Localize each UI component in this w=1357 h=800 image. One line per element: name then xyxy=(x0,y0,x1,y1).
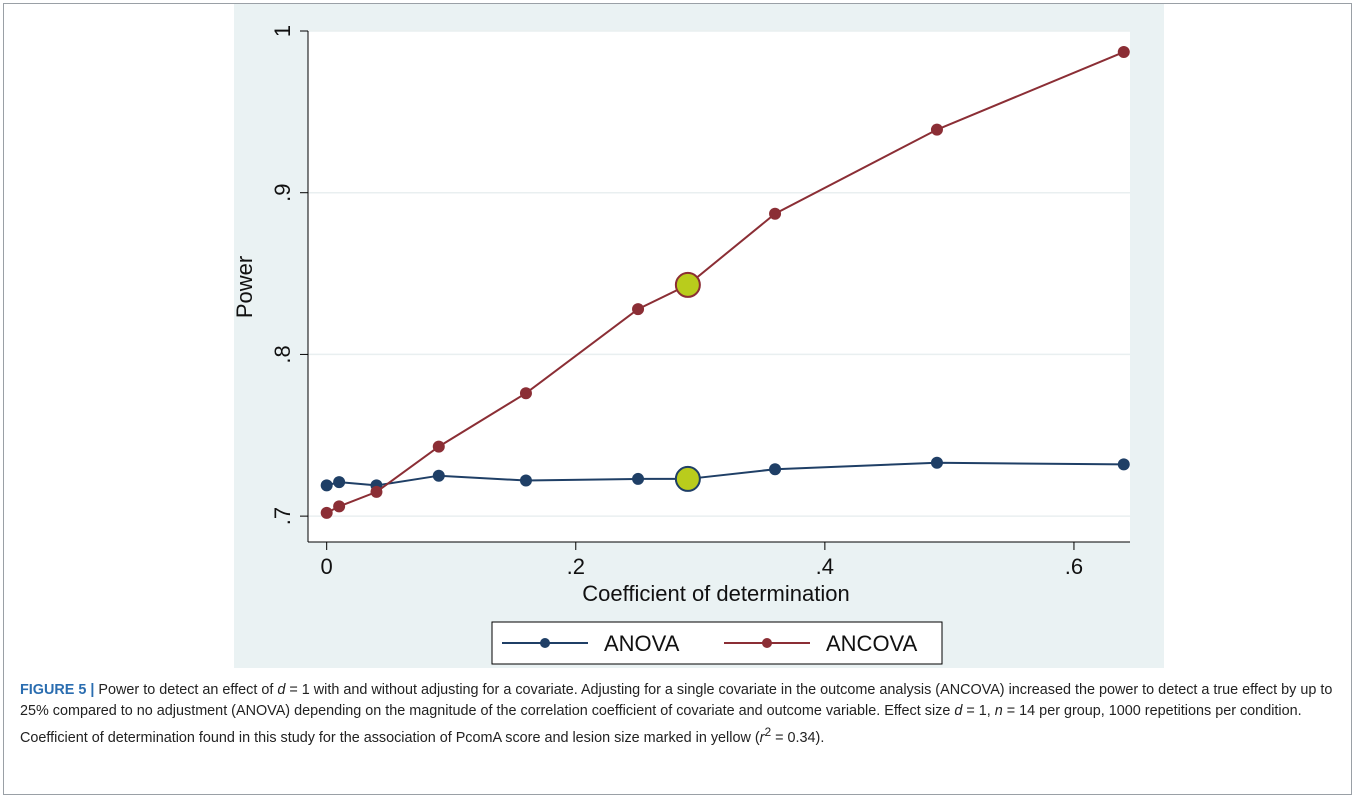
y-tick-label: 1 xyxy=(270,25,295,37)
data-point xyxy=(432,440,445,453)
caption-superscript: 2 xyxy=(764,725,772,739)
y-axis-title: Power xyxy=(234,256,257,318)
data-point xyxy=(320,506,333,519)
figure-caption: FIGURE 5 | Power to detect an effect of … xyxy=(20,680,1342,749)
x-axis-title: Coefficient of determination xyxy=(582,581,849,606)
data-point xyxy=(1117,46,1130,59)
caption-text-1: Power to detect an effect of xyxy=(94,682,278,698)
data-point xyxy=(632,472,645,485)
caption-text-4: = 14 per group, 1000 repetitions per con… xyxy=(20,703,1302,746)
x-tick-label: .6 xyxy=(1065,554,1083,579)
line-chart: .7 .8 .9 1 0 .2 .4 .6 Power Coefficient of dete… xyxy=(234,4,1164,668)
data-point xyxy=(333,500,346,513)
x-tick-label: .4 xyxy=(816,554,834,579)
caption-var-n: n xyxy=(994,703,1003,719)
data-point xyxy=(632,303,645,316)
legend-label-ancova: ANCOVA xyxy=(826,631,918,656)
data-point xyxy=(1117,458,1130,471)
data-point xyxy=(769,463,782,476)
legend-marker-ancova xyxy=(762,638,772,648)
caption-text-2: = 1 with and without adjusting for a cov… xyxy=(20,682,1333,719)
y-tick-label: .9 xyxy=(270,184,295,202)
data-point xyxy=(370,485,383,498)
chart: .7 .8 .9 1 0 .2 .4 .6 Power Coefficient of dete… xyxy=(234,4,1164,668)
y-tick-label: .8 xyxy=(270,345,295,363)
legend-label-anova: ANOVA xyxy=(604,631,680,656)
data-point xyxy=(769,207,782,220)
caption-var-r: r xyxy=(759,729,765,746)
y-tick-label: .7 xyxy=(270,507,295,525)
data-point xyxy=(432,469,445,482)
data-point xyxy=(519,474,532,487)
plot-area xyxy=(308,31,1130,542)
highlight-point xyxy=(674,271,701,298)
data-point xyxy=(930,456,943,469)
highlight-point xyxy=(674,465,701,492)
data-point xyxy=(930,123,943,136)
data-point xyxy=(320,479,333,492)
series-line-anova xyxy=(326,461,1124,487)
legend: ANOVA ANCOVA xyxy=(491,621,943,665)
figure-frame: .7 .8 .9 1 0 .2 .4 .6 Power Coefficient of dete… xyxy=(3,3,1352,795)
legend-marker-anova xyxy=(540,638,550,648)
figure-label: FIGURE 5 | xyxy=(20,682,95,698)
caption-var-d-2: d xyxy=(954,703,963,719)
x-tick-label: 0 xyxy=(321,554,333,579)
x-tick-label: .2 xyxy=(567,554,585,579)
data-point xyxy=(519,387,532,400)
series-line-ancova xyxy=(326,51,1125,514)
caption-var-d: d xyxy=(277,682,286,698)
caption-text-3: = 1, xyxy=(962,703,995,719)
data-point xyxy=(333,476,346,489)
caption-text-5: = 0.34). xyxy=(771,729,825,746)
